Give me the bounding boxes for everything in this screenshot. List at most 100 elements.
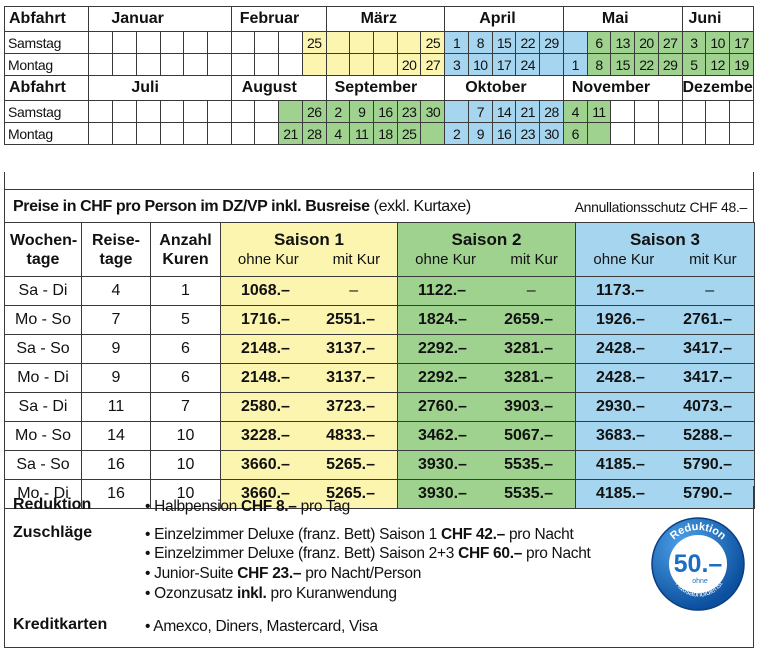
- season-1-with-cure: 5265.–: [310, 450, 398, 480]
- col-with-cure: mit Kur: [689, 250, 737, 268]
- cures-cell: 6: [150, 363, 221, 393]
- date-cell: 4: [562, 100, 588, 123]
- days-cell: 16: [81, 479, 151, 509]
- season-3-with-cure: 5790.–: [665, 479, 755, 509]
- item-price: CHF 60.–: [458, 545, 523, 562]
- price-row: Mo - Di 16 10 3660.– 5265.– 3930.– 5535.– 4185.…: [4, 479, 755, 509]
- month-label: April: [444, 6, 564, 32]
- date-cell: 9: [467, 122, 493, 145]
- month-label: Oktober: [444, 75, 564, 101]
- date-cell: 17: [491, 53, 517, 76]
- weekdays-cell: Sa - Di: [4, 392, 82, 422]
- date-cell: 6: [586, 31, 612, 54]
- weekdays-cell: Sa - Di: [4, 276, 82, 306]
- season-3-without-cure: 2930.–: [575, 392, 666, 422]
- month-label: Dezember: [681, 75, 754, 101]
- badge-inner: [669, 535, 727, 593]
- date-cell: 13: [610, 31, 636, 54]
- season-2-with-cure: 3281.–: [487, 334, 576, 364]
- day-label: Montag: [3, 122, 90, 145]
- date-cell: 22: [634, 53, 659, 76]
- item-text: • Einzelzimmer Deluxe (franz. Bett) Sais…: [145, 526, 442, 543]
- season-2-without-cure: 2292.–: [397, 363, 488, 393]
- cures-cell: 10: [150, 450, 221, 480]
- badge-amount: 50.–: [674, 550, 723, 578]
- date-cell: 2: [444, 122, 469, 145]
- month-label: Januar: [88, 6, 232, 32]
- season-3-without-cure: 2428.–: [575, 363, 666, 393]
- season-3-with-cure: 5790.–: [665, 450, 755, 480]
- month-label: Juni: [681, 6, 754, 32]
- season-1-with-cure: 2551.–: [310, 305, 398, 335]
- item-text: pro Kuranwendung: [266, 585, 398, 602]
- item-price: CHF 8.–: [241, 498, 297, 515]
- days-cell: 11: [81, 392, 151, 422]
- col-with-cure: mit Kur: [332, 250, 381, 268]
- season-3-with-cure: 2761.–: [665, 305, 755, 335]
- month-label: Februar: [230, 6, 327, 32]
- calendar-header-row-1: Abfahrt Januar Februar März April Mai Ju…: [3, 6, 754, 32]
- season-2-without-cure: 1824.–: [397, 305, 488, 335]
- date-cell: 23: [396, 100, 422, 123]
- date-cell: 29: [539, 31, 564, 54]
- date-cell: 10: [467, 53, 493, 76]
- price-row: Sa - So 9 6 2148.– 3137.– 2292.– 3281.– 2428.– 3…: [4, 334, 755, 364]
- season-2-without-cure: 3930.–: [397, 479, 488, 509]
- season-3-without-cure: 1926.–: [575, 305, 666, 335]
- cures-cell: 10: [150, 421, 221, 451]
- season-1-without-cure: 2580.–: [220, 392, 311, 422]
- date-cell: 16: [491, 122, 517, 145]
- season-1-with-cure: 3137.–: [310, 363, 398, 393]
- cures-cell: 1: [150, 276, 221, 306]
- date-cell: 24: [515, 53, 541, 76]
- conditions-footer: Reduktion • Halbpension CHF 8.– pro Tag …: [4, 486, 754, 648]
- days-cell: 9: [81, 363, 151, 393]
- weekdays-cell: Mo - Di: [4, 479, 82, 509]
- cancellation-note: Annullationsschutz CHF 48.–: [574, 199, 748, 215]
- season-2-without-cure: 2292.–: [397, 334, 488, 364]
- weekdays-cell: Sa - So: [4, 334, 82, 364]
- date-cell: 27: [420, 53, 446, 76]
- season-2-with-cure: 5067.–: [487, 421, 576, 451]
- date-cell: 15: [491, 31, 517, 54]
- season-2-title: Saison 2: [451, 229, 522, 249]
- spacer-row: [4, 172, 754, 190]
- days-cell: 16: [81, 450, 151, 480]
- date-cell: 30: [420, 100, 446, 123]
- month-label: Mai: [562, 6, 683, 32]
- item-text: pro Nacht: [504, 526, 574, 543]
- reduction-label: Reduktion: [13, 496, 92, 513]
- date-cell: 8: [467, 31, 493, 54]
- date-cell: 25: [420, 31, 446, 54]
- season-3-with-cure: 4073.–: [665, 392, 755, 422]
- price-row: Mo - Di 9 6 2148.– 3137.– 2292.– 3281.– 2428.– 3…: [4, 363, 755, 393]
- date-cell: 20: [396, 53, 422, 76]
- season-3-without-cure: 4185.–: [575, 450, 666, 480]
- days-cell: 4: [81, 276, 151, 306]
- departure-calendar: Abfahrt Januar Februar März April Mai Ju…: [3, 6, 755, 145]
- date-cell: 6: [562, 122, 588, 145]
- price-row: Sa - Di 4 1 1068.– –1122.– –1173.– –: [4, 276, 755, 306]
- season-3-with-cure: –: [665, 276, 755, 306]
- item-text: pro Nacht/Person: [301, 565, 422, 582]
- days-cell: 14: [81, 421, 151, 451]
- season-2-without-cure: 3462.–: [397, 421, 488, 451]
- season-3-without-cure: 4185.–: [575, 479, 666, 509]
- date-cell: 2: [325, 100, 351, 123]
- date-cell: 30: [539, 122, 564, 145]
- surcharge-item: • Ozonzusatz inkl. pro Kuranwendung: [145, 585, 397, 603]
- price-title: Preise in CHF pro Person im DZ/VP inkl. …: [13, 198, 471, 216]
- date-cell: 4: [325, 122, 351, 145]
- price-row: Sa - Di 11 7 2580.– 3723.– 2760.– 3903.– 2930.–…: [4, 392, 755, 422]
- date-cell: 17: [728, 31, 755, 54]
- weekdays-cell: Mo - So: [4, 421, 82, 451]
- date-cell: 28: [301, 122, 327, 145]
- season-2-with-cure: –: [487, 276, 576, 306]
- header-season-1: Saison 1 ohne Kur mit Kur: [220, 222, 398, 277]
- date-cell: 16: [373, 100, 398, 123]
- season-1-without-cure: 2148.–: [220, 334, 311, 364]
- season-3-without-cure: 2428.–: [575, 334, 666, 364]
- date-cell: 20: [634, 31, 659, 54]
- date-cell: 1: [562, 53, 588, 76]
- credit-cards-label: Kreditkarten: [13, 616, 108, 633]
